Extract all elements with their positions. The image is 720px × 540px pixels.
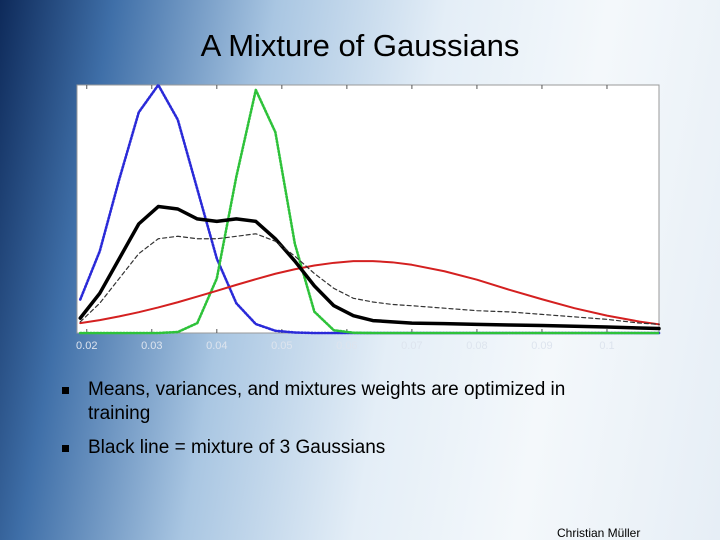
series-line — [78, 88, 661, 335]
bullet: Means, variances, and mixtures weights a… — [62, 378, 582, 426]
footer: Christian Müller — [557, 526, 641, 540]
bullet-text: Black line = mixture of 3 Gaussians — [88, 437, 386, 458]
x-tick-label: 0.08 — [466, 340, 487, 352]
x-tick-label: 0.03 — [141, 340, 162, 352]
x-tick-label: 0.02 — [76, 340, 97, 352]
bullet-list: Means, variances, and mixtures weights a… — [62, 378, 582, 470]
x-tick-label: 0.07 — [401, 340, 422, 352]
x-tick-label: 0.06 — [336, 340, 357, 352]
series-line — [78, 204, 661, 331]
series-line — [79, 260, 660, 326]
x-tick-label: 0.05 — [271, 340, 292, 352]
series-line — [79, 233, 660, 325]
x-tick-label: 0.09 — [531, 340, 552, 352]
x-tick-label: 0.1 — [599, 340, 614, 352]
bullet: Black line = mixture of 3 Gaussians — [62, 436, 582, 460]
bullet-text: Means, variances, and mixtures weights a… — [88, 379, 566, 424]
slide-title: A Mixture of Gaussians — [200, 28, 520, 63]
chart: 0.02 0.03 0.04 0.05 0.06 0.07 0.08 0.09 0.1 — [76, 83, 661, 352]
x-tick-label: 0.04 — [206, 340, 227, 352]
